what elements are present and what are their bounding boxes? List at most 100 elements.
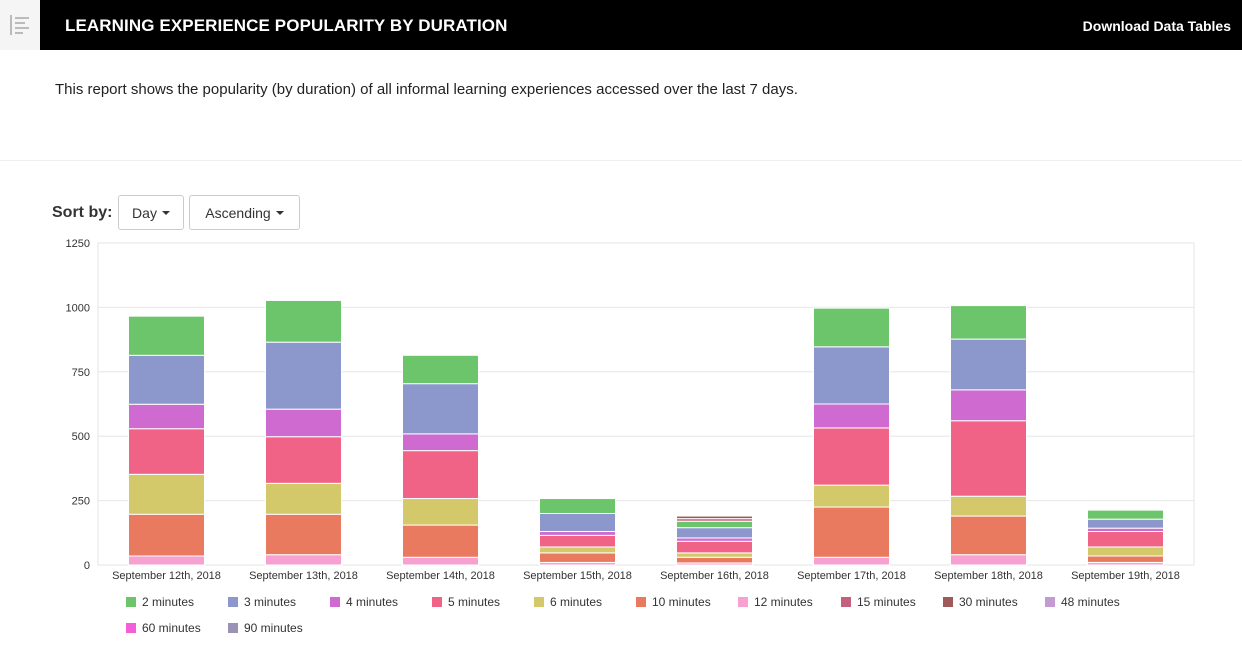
x-tick-label: September 17th, 2018 — [797, 570, 906, 582]
x-tick-label: September 16th, 2018 — [660, 570, 769, 582]
divider — [0, 160, 1242, 161]
bar-segment — [128, 428, 205, 475]
legend-label: 15 minutes — [857, 595, 916, 609]
legend-swatch — [330, 597, 340, 607]
sort-order-value: Ascending — [205, 204, 271, 221]
top-bar: LEARNING EXPERIENCE POPULARITY BY DURATI… — [0, 0, 1242, 50]
bar-segment — [676, 556, 753, 564]
bar-segment — [539, 552, 616, 563]
bar-segment — [265, 482, 342, 515]
bar-segment — [1087, 527, 1164, 533]
legend-swatch — [738, 597, 748, 607]
bar-segment — [1087, 546, 1164, 557]
bar-segment — [813, 427, 890, 486]
bar-segment — [676, 552, 753, 558]
bar-segment — [128, 513, 205, 557]
legend-swatch — [432, 597, 442, 607]
caret-down-icon — [275, 210, 284, 215]
x-tick-label: September 18th, 2018 — [934, 570, 1043, 582]
report-description: This report shows the popularity (by dur… — [55, 81, 798, 98]
bar-segment — [539, 498, 616, 514]
bar-segment — [402, 354, 479, 385]
bar-segment — [676, 527, 753, 539]
x-tick-label: September 19th, 2018 — [1071, 570, 1180, 582]
bar-segment — [950, 495, 1027, 517]
bar-segment — [539, 531, 616, 536]
x-tick-label: September 14th, 2018 — [386, 570, 495, 582]
bar-segment — [813, 484, 890, 508]
legend-swatch — [841, 597, 851, 607]
y-tick-label: 250 — [72, 496, 90, 508]
y-tick-label: 0 — [84, 560, 90, 572]
bar-segment — [402, 524, 479, 558]
y-tick-label: 1000 — [66, 302, 90, 314]
legend-label: 12 minutes — [754, 595, 813, 609]
legend-swatch — [636, 597, 646, 607]
bar-segment — [950, 420, 1027, 497]
legend-swatch — [228, 623, 238, 633]
y-tick-label: 750 — [72, 367, 90, 379]
legend-label: 3 minutes — [244, 595, 296, 609]
bar-segment — [950, 305, 1027, 340]
sort-day-value: Day — [132, 204, 157, 221]
bar-segment — [950, 515, 1027, 556]
sort-day-dropdown[interactable]: Day — [118, 195, 184, 230]
bar-segment — [402, 433, 479, 452]
bar-segment — [1087, 555, 1164, 563]
y-tick-label: 1250 — [66, 238, 90, 250]
legend-label: 30 minutes — [959, 595, 1018, 609]
bar-segment — [1087, 531, 1164, 548]
legend-label: 90 minutes — [244, 621, 303, 635]
legend-label: 48 minutes — [1061, 595, 1120, 609]
sort-by-label: Sort by: — [52, 204, 113, 221]
legend-label: 10 minutes — [652, 595, 711, 609]
caret-down-icon — [161, 210, 170, 215]
bar-segment — [676, 537, 753, 542]
bar-segment — [265, 408, 342, 438]
bar-segment — [128, 473, 205, 515]
bar-segment — [402, 556, 479, 566]
menu-button[interactable] — [0, 0, 40, 50]
plot-area — [97, 242, 1195, 566]
bar-segment — [265, 436, 342, 484]
menu-lines-icon — [10, 15, 29, 35]
legend-swatch — [1045, 597, 1055, 607]
bar-segment — [950, 389, 1027, 422]
legend-label: 60 minutes — [142, 621, 201, 635]
bar-segment — [539, 512, 616, 533]
x-tick-label: September 15th, 2018 — [523, 570, 632, 582]
bar-segment — [128, 555, 205, 566]
bar-segment — [950, 338, 1027, 391]
bar-segment — [950, 554, 1027, 566]
bar-segment — [813, 346, 890, 405]
bar-segment — [539, 534, 616, 548]
bar-segment — [265, 299, 342, 343]
legend-label: 2 minutes — [142, 595, 194, 609]
bar-segment — [676, 520, 753, 529]
legend-label: 5 minutes — [448, 595, 500, 609]
sort-order-dropdown[interactable]: Ascending — [189, 195, 300, 230]
bar-segment — [402, 383, 479, 435]
bar-segment — [265, 513, 342, 556]
bar-segment — [539, 546, 616, 554]
bar-segment — [676, 515, 753, 520]
bar-segment — [128, 315, 205, 356]
legend-swatch — [126, 597, 136, 607]
page-title: LEARNING EXPERIENCE POPULARITY BY DURATI… — [65, 16, 508, 35]
legend-label: 6 minutes — [550, 595, 602, 609]
legend-swatch — [126, 623, 136, 633]
legend-swatch — [228, 597, 238, 607]
bar-segment — [813, 556, 890, 566]
bar-segment — [1087, 509, 1164, 520]
bar-segment — [676, 540, 753, 554]
legend-label: 4 minutes — [346, 595, 398, 609]
y-tick-label: 500 — [72, 431, 90, 443]
bar-segment — [813, 403, 890, 429]
download-data-tables-link[interactable]: Download Data Tables — [1082, 18, 1231, 34]
bar-segment — [402, 498, 479, 526]
bar-segment — [813, 307, 890, 348]
legend-swatch — [534, 597, 544, 607]
bar-segment — [128, 403, 205, 430]
legend-swatch — [943, 597, 953, 607]
